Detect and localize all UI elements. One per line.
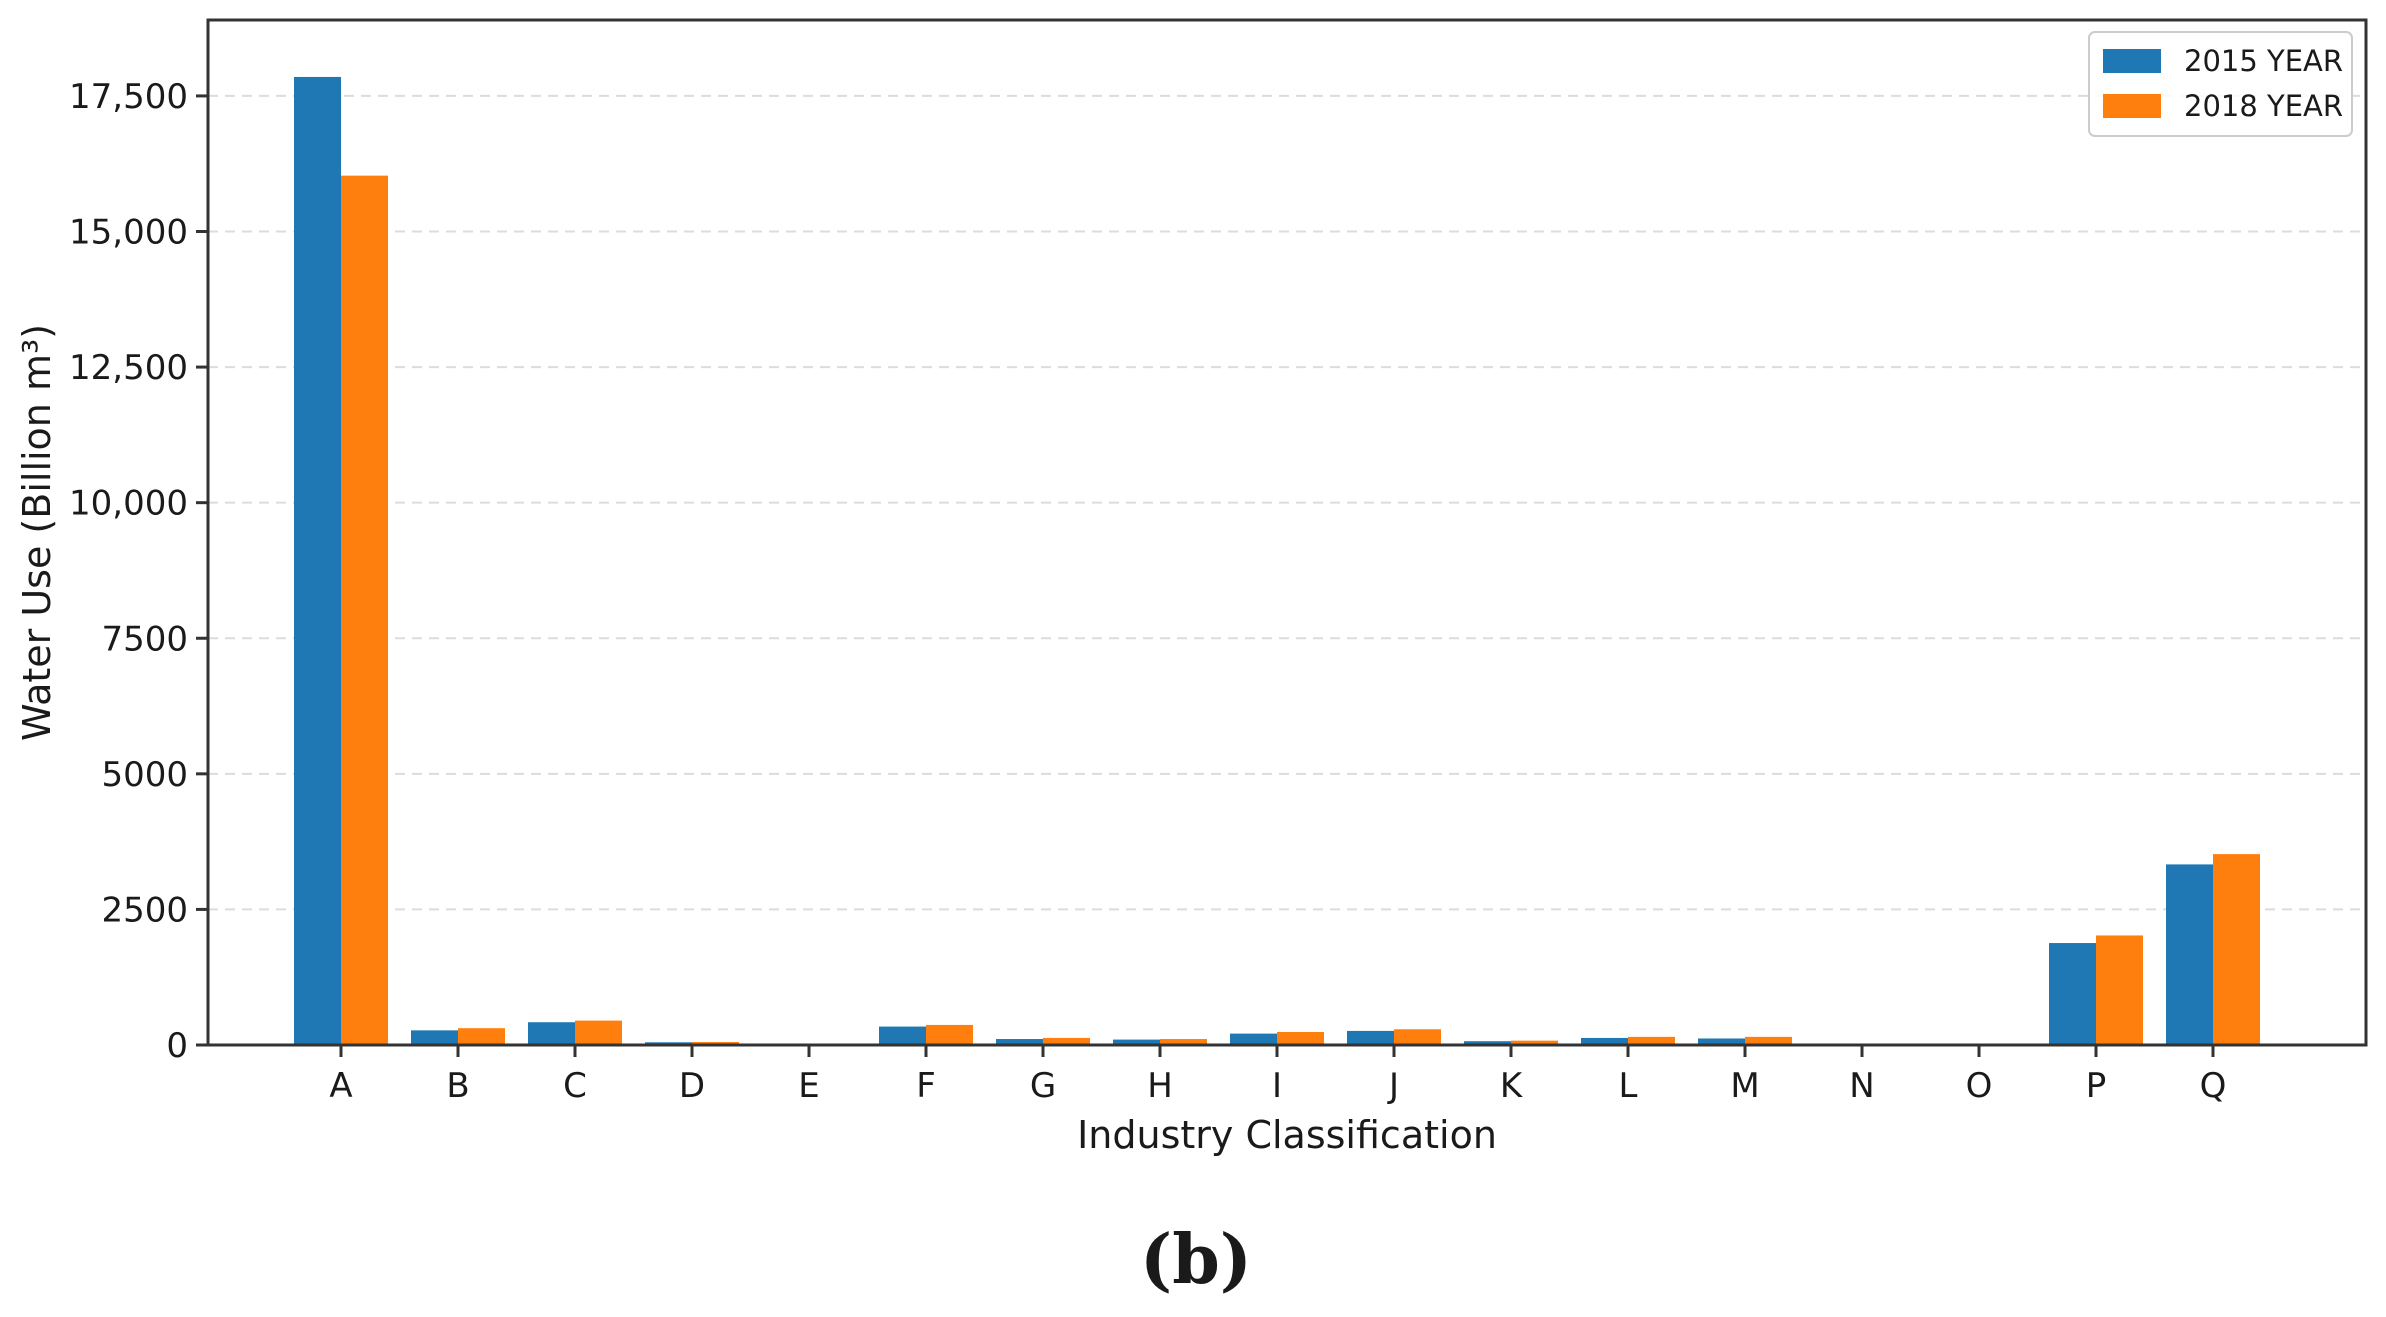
gridlines bbox=[208, 94, 2366, 911]
bar-C-2015-year bbox=[528, 1022, 575, 1045]
legend-label: 2015 YEAR bbox=[2184, 44, 2343, 78]
x-tick-label: G bbox=[1030, 1066, 1056, 1106]
x-tick-label: Q bbox=[2200, 1066, 2227, 1106]
bar-B-2015-year bbox=[411, 1030, 458, 1045]
bar-Q-2015-year bbox=[2166, 864, 2213, 1045]
bar-A-2015-year bbox=[294, 76, 341, 1045]
bar-K-2018-year bbox=[1511, 1040, 1558, 1045]
x-axis: A B C D E F G H I J K L M N O P Q bbox=[329, 1045, 2226, 1106]
bar-I-2015-year bbox=[1230, 1033, 1277, 1045]
x-tick-label: L bbox=[1619, 1066, 1638, 1106]
legend-label: 2018 YEAR bbox=[2184, 89, 2343, 123]
x-tick-label: D bbox=[679, 1066, 705, 1106]
x-tick-label: O bbox=[1966, 1066, 1993, 1106]
bar-I-2018-year bbox=[1277, 1031, 1324, 1045]
bar-J-2018-year bbox=[1394, 1029, 1441, 1045]
bar-G-2015-year bbox=[996, 1039, 1043, 1045]
y-tick-label: 17,500 bbox=[69, 77, 188, 117]
legend-swatch bbox=[2103, 94, 2161, 118]
y-tick-label: 15,000 bbox=[69, 213, 188, 253]
x-axis-title: Industry Classification bbox=[1077, 1113, 1497, 1157]
y-tick-label: 12,500 bbox=[69, 348, 188, 388]
bar-P-2015-year bbox=[2049, 943, 2096, 1045]
x-tick-label: C bbox=[563, 1066, 587, 1106]
x-tick-label: H bbox=[1147, 1066, 1173, 1106]
bar-A-2018-year bbox=[341, 175, 388, 1046]
bar-H-2015-year bbox=[1113, 1039, 1160, 1045]
bar-F-2015-year bbox=[879, 1026, 926, 1045]
x-tick-label: B bbox=[446, 1066, 469, 1106]
y-axis: 0 2500 5000 7500 10,000 12,500 15,000 17,500 bbox=[69, 77, 208, 1066]
bar-Q-2018-year bbox=[2213, 854, 2260, 1045]
x-tick-label: K bbox=[1500, 1066, 1524, 1106]
bar-C-2018-year bbox=[575, 1020, 622, 1045]
bar-L-2015-year bbox=[1581, 1037, 1628, 1045]
x-tick-label: I bbox=[1272, 1066, 1282, 1106]
bar-L-2018-year bbox=[1628, 1036, 1675, 1045]
x-tick-label: M bbox=[1730, 1066, 1759, 1106]
y-tick-label: 5000 bbox=[101, 755, 188, 795]
y-tick-label: 2500 bbox=[101, 890, 188, 930]
bars bbox=[294, 76, 2260, 1046]
x-tick-label: N bbox=[1849, 1066, 1874, 1106]
bar-M-2015-year bbox=[1698, 1038, 1745, 1045]
bar-B-2018-year bbox=[458, 1028, 505, 1045]
y-tick-label: 0 bbox=[166, 1026, 188, 1066]
bar-J-2015-year bbox=[1347, 1030, 1394, 1045]
x-tick-label: F bbox=[916, 1066, 936, 1106]
y-tick-label: 7500 bbox=[101, 619, 188, 659]
bar-H-2018-year bbox=[1160, 1039, 1207, 1045]
bar-F-2018-year bbox=[926, 1024, 973, 1045]
y-axis-title: Water Use (Billion m³) bbox=[15, 324, 59, 741]
y-tick-label: 10,000 bbox=[69, 484, 188, 524]
x-tick-label: P bbox=[2086, 1066, 2107, 1106]
bar-P-2018-year bbox=[2096, 935, 2143, 1045]
bar-K-2015-year bbox=[1464, 1041, 1511, 1045]
figure-caption: (b) bbox=[1140, 1220, 1252, 1300]
plot-frame bbox=[206, 18, 2368, 1047]
bar-M-2018-year bbox=[1745, 1036, 1792, 1045]
bar-G-2018-year bbox=[1043, 1037, 1090, 1045]
legend: 2015 YEAR 2018 YEAR bbox=[2088, 31, 2353, 137]
x-tick-label: A bbox=[329, 1066, 352, 1106]
x-tick-label: J bbox=[1387, 1066, 1399, 1106]
legend-swatch bbox=[2103, 49, 2161, 73]
x-tick-label: E bbox=[798, 1066, 819, 1106]
